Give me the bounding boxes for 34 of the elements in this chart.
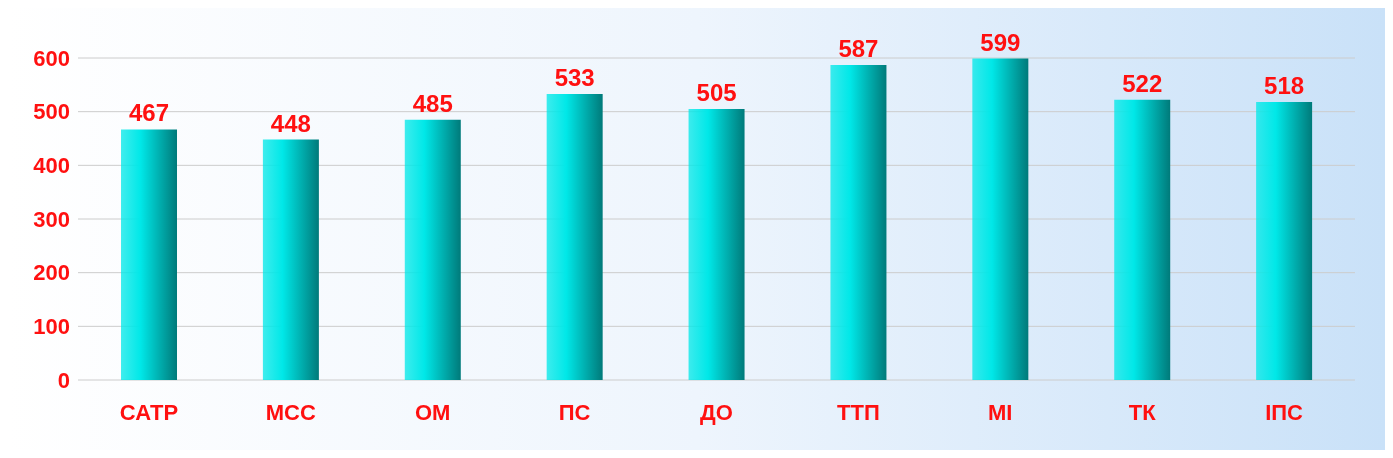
bar — [972, 58, 1029, 380]
data-label: 505 — [696, 78, 737, 106]
y-tick-label: 400 — [33, 153, 70, 179]
x-tick-label: ІПС — [1265, 399, 1304, 425]
x-tick-label: ТТП — [837, 399, 880, 425]
y-tick-label: 200 — [33, 260, 70, 286]
data-label: 522 — [1122, 69, 1163, 97]
bar — [262, 139, 319, 380]
x-tick-label: МСС — [265, 399, 316, 425]
y-tick-label: 0 — [57, 367, 70, 393]
bar — [404, 119, 461, 380]
x-tick-label: ОМ — [415, 399, 451, 425]
data-label: 599 — [980, 28, 1021, 56]
x-tick-label: ДО — [700, 399, 733, 425]
y-tick-label: 300 — [33, 206, 70, 232]
data-label: 448 — [270, 109, 311, 137]
bar — [830, 64, 887, 380]
y-tick-label: 100 — [33, 314, 70, 340]
x-tick-label: МІ — [988, 399, 1013, 425]
bar — [546, 93, 603, 380]
bar — [1256, 102, 1313, 380]
data-label: 587 — [838, 34, 879, 62]
data-label: 467 — [128, 99, 170, 127]
x-tick-label: ПС — [558, 399, 591, 425]
data-label: 533 — [554, 63, 595, 91]
data-label: 518 — [1264, 72, 1305, 100]
y-tick-label: 500 — [33, 99, 70, 125]
x-tick-label: САТР — [119, 399, 179, 425]
bar — [688, 108, 745, 380]
data-label: 485 — [412, 89, 453, 117]
bar — [121, 129, 177, 380]
y-tick-label: 600 — [33, 45, 70, 71]
bar — [1114, 99, 1171, 380]
x-tick-label: ТК — [1128, 399, 1157, 425]
